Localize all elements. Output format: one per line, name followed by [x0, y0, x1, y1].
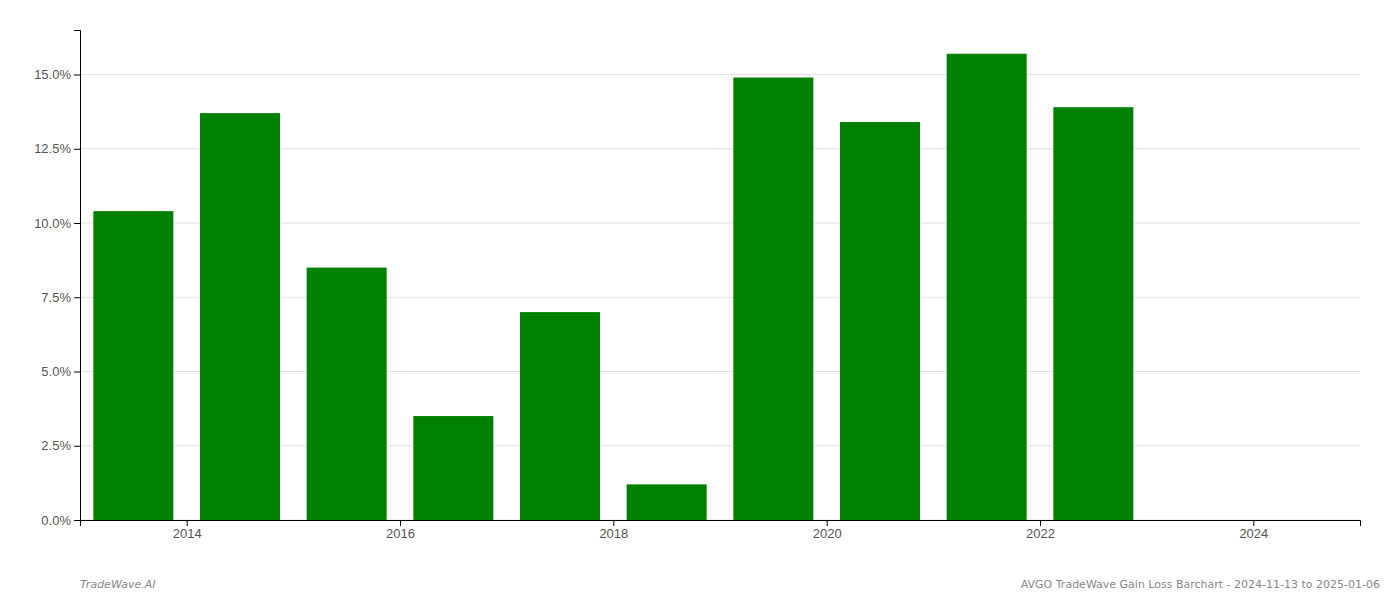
bar — [520, 312, 600, 520]
tick-label: 2022 — [1026, 526, 1055, 541]
tick: 2014 — [173, 520, 202, 541]
tick: 12.5% — [34, 141, 80, 156]
grid — [80, 75, 1360, 520]
tick-mark — [74, 372, 80, 373]
tick-mark — [1253, 520, 1254, 526]
axis-line — [74, 31, 81, 521]
tick-label: 0.0% — [41, 513, 71, 528]
tick: 2018 — [599, 520, 628, 541]
tick: 2020 — [813, 520, 842, 541]
plot: 2014 2016 2018 2020 2022 2024 0.0% 2.5% 5.0% 7.5%… — [34, 31, 1360, 542]
tick-mark — [400, 520, 401, 526]
tick: 2022 — [1026, 520, 1055, 541]
tick: 2.5% — [41, 438, 80, 453]
bar — [93, 211, 173, 520]
tick-mark — [74, 297, 80, 298]
tick-mark — [74, 75, 80, 76]
tick: 2024 — [1239, 520, 1268, 541]
tick-label: 2.5% — [41, 438, 71, 453]
tick-label: 2024 — [1239, 526, 1268, 541]
bar — [1053, 107, 1133, 520]
bar — [627, 484, 707, 520]
footer-right: AVGO TradeWave Gain Loss Barchart - 2024… — [1021, 578, 1380, 591]
tick-mark — [1040, 520, 1041, 526]
tick-mark — [74, 149, 80, 150]
tick-mark — [74, 223, 80, 224]
bar — [413, 416, 493, 520]
tick-label: 15.0% — [34, 67, 71, 82]
footer-left: TradeWave.AI — [80, 578, 155, 591]
bar — [947, 54, 1027, 520]
tick-label: 2020 — [813, 526, 842, 541]
tick-mark — [74, 520, 80, 521]
tick: 2016 — [386, 520, 415, 541]
tick: 5.0% — [41, 364, 80, 379]
bar — [840, 122, 920, 520]
grid-line — [80, 74, 1360, 75]
tick-label: 2016 — [386, 526, 415, 541]
chart: 2014 2016 2018 2020 2022 2024 0.0% 2.5% 5.0% 7.5%… — [0, 0, 1400, 600]
tick-mark — [74, 446, 80, 447]
tick: 10.0% — [34, 216, 80, 231]
bar — [733, 78, 813, 520]
tick-label: 7.5% — [41, 290, 71, 305]
bars — [93, 54, 1133, 520]
tick-label: 5.0% — [41, 364, 71, 379]
tick-mark — [827, 520, 828, 526]
x-axis: 2014 2016 2018 2020 2022 2024 — [81, 520, 1361, 541]
bar — [307, 268, 387, 520]
axis-line — [81, 521, 1361, 527]
bar — [200, 113, 280, 520]
tick-mark — [613, 520, 614, 526]
tick-label: 2014 — [173, 526, 202, 541]
tick-mark — [187, 520, 188, 526]
tick: 15.0% — [34, 67, 80, 82]
y-axis: 0.0% 2.5% 5.0% 7.5% 10.0% 12.5% 15.0% — [34, 31, 80, 528]
tick: 0.0% — [41, 513, 80, 528]
tick-label: 2018 — [599, 526, 628, 541]
tick-label: 12.5% — [34, 141, 71, 156]
tick-label: 10.0% — [34, 216, 71, 231]
tick: 7.5% — [41, 290, 80, 305]
